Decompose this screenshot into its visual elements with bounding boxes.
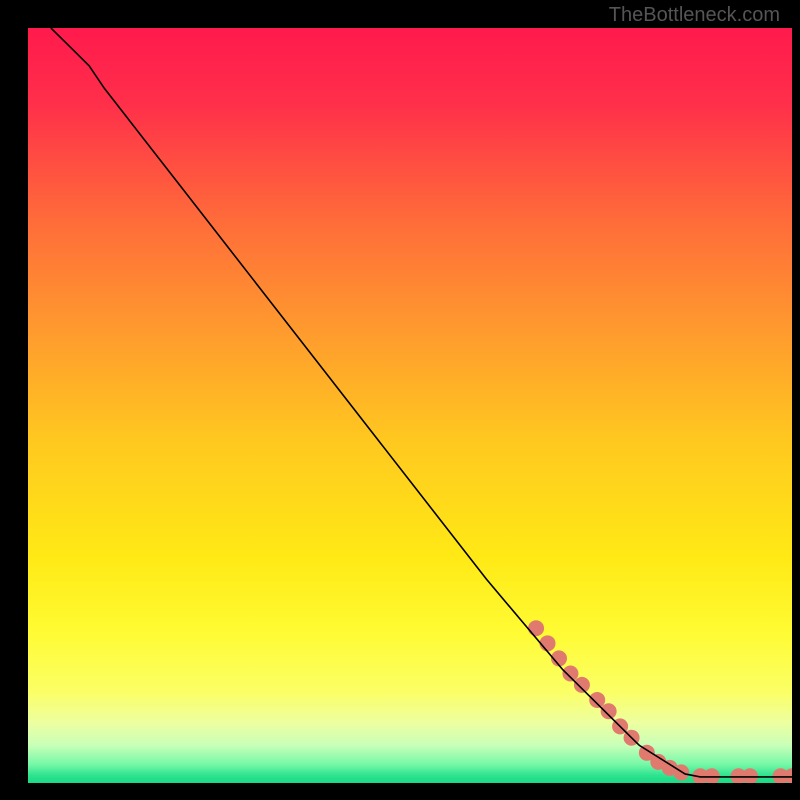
watermark-text: TheBottleneck.com	[609, 4, 780, 27]
gradient-background	[28, 28, 792, 783]
plot-area	[28, 28, 792, 783]
